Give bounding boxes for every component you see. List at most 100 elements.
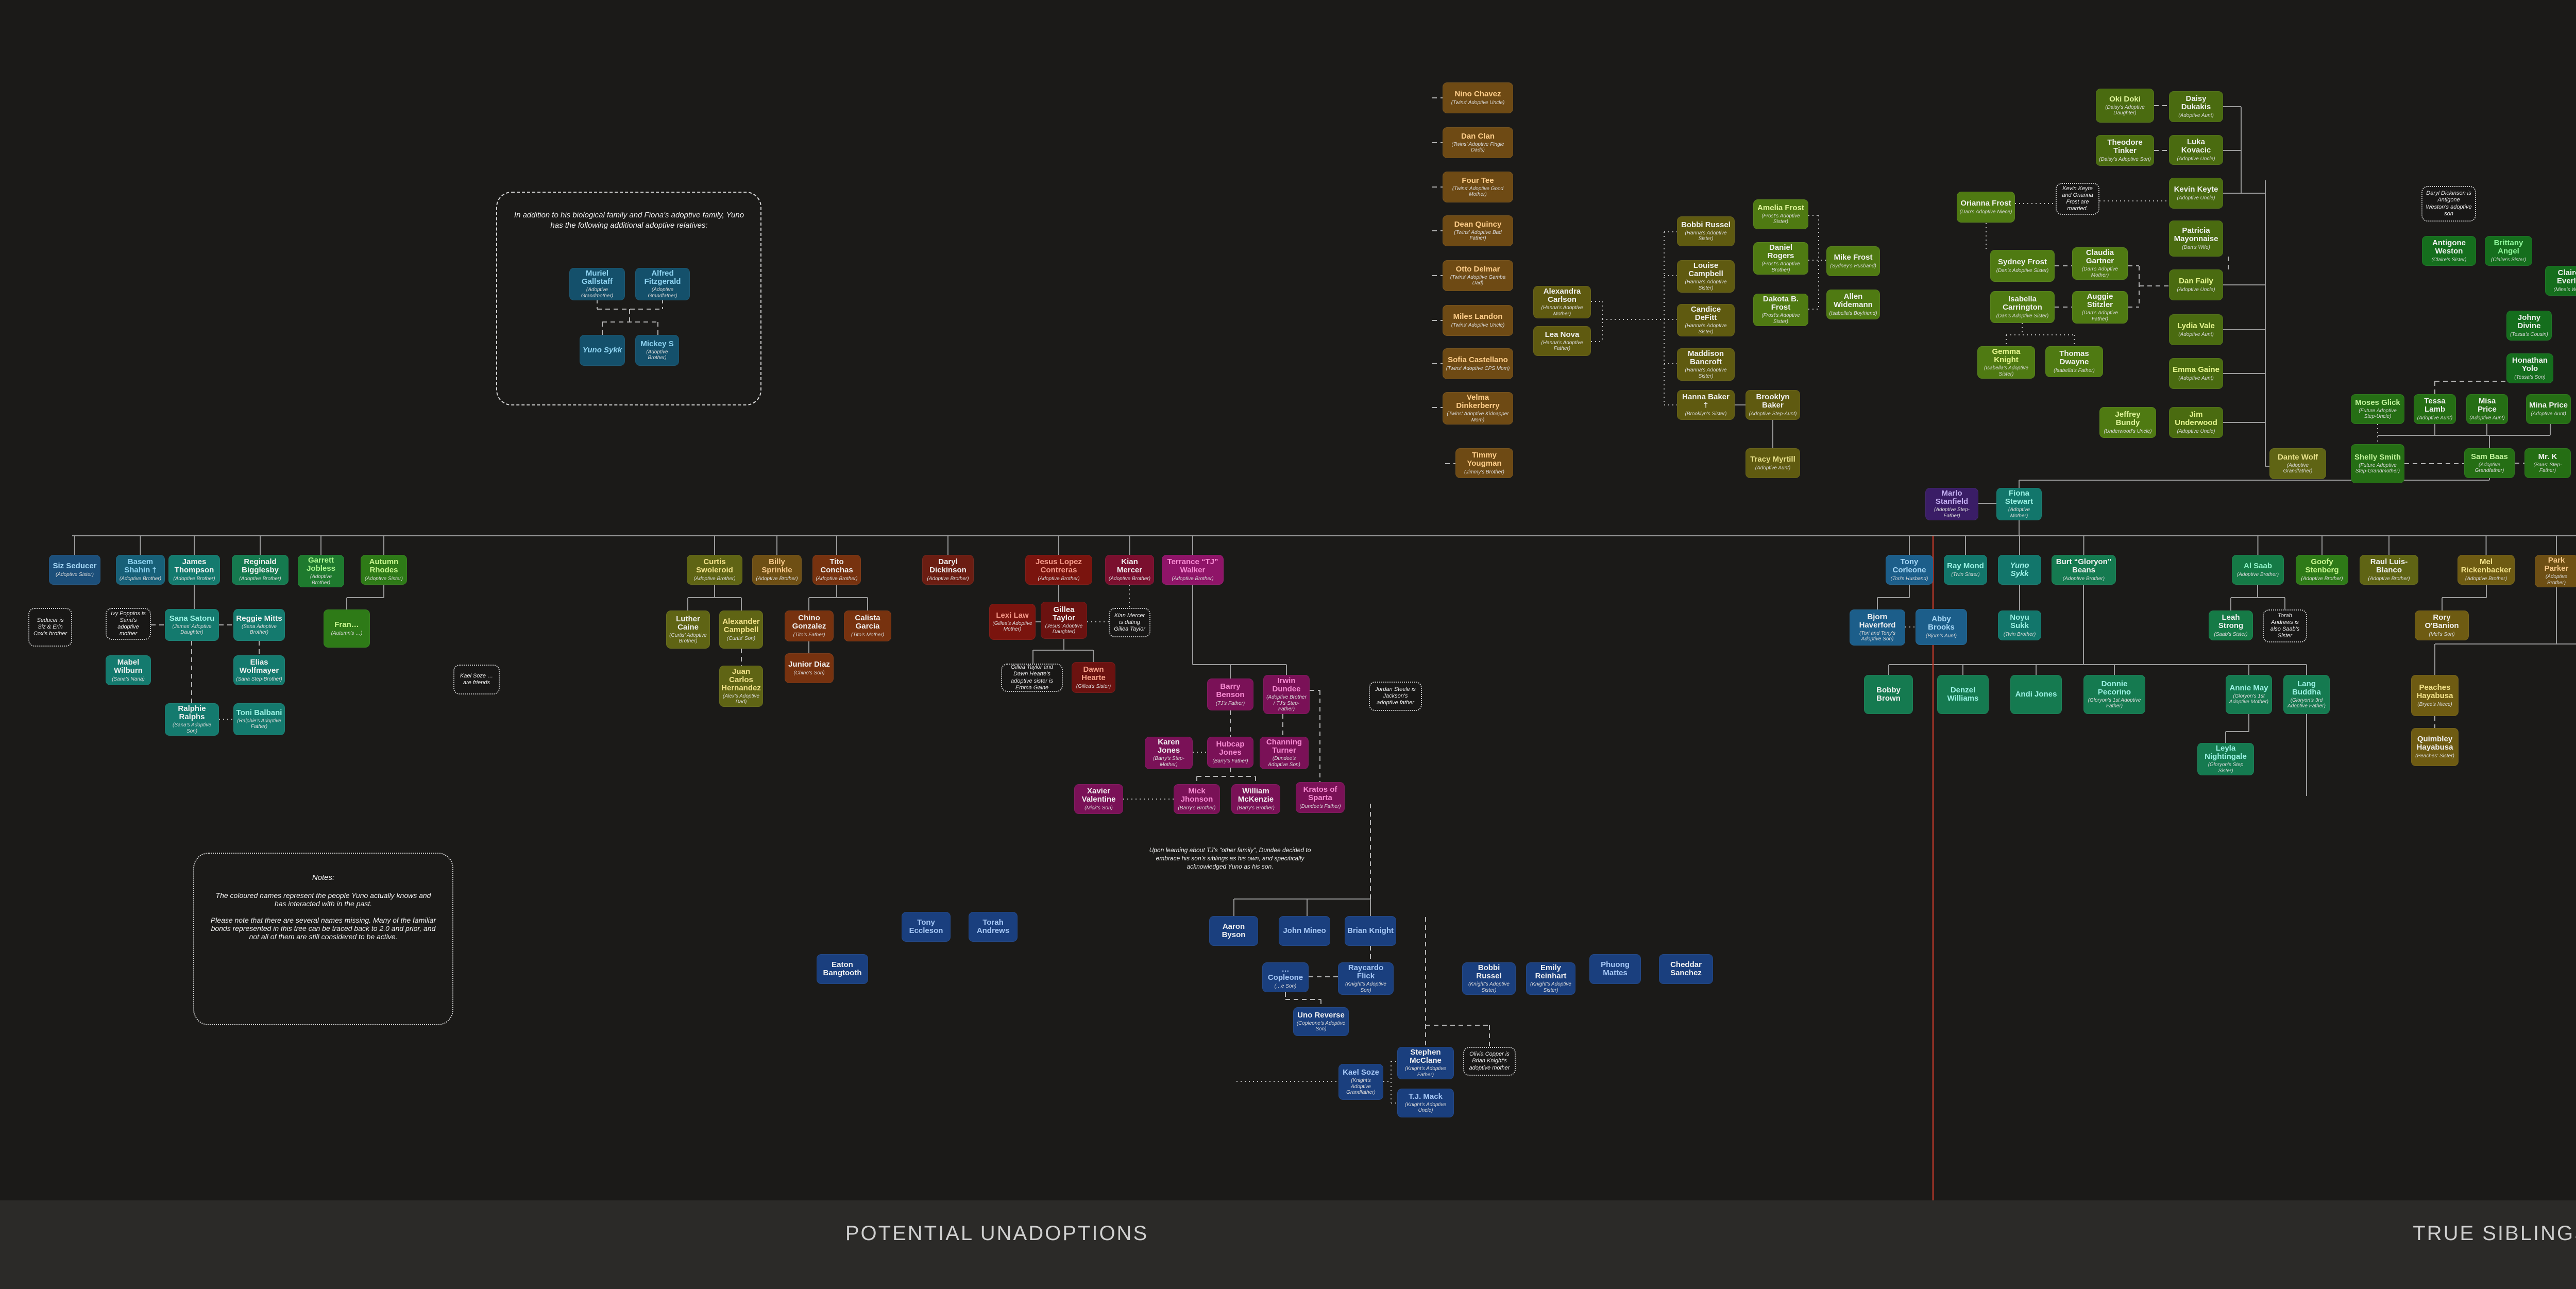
node-fran: Fran… (Autumn's …) [324,609,370,648]
node-dan-clan: Dan Clan (Twins' Adoptive Fingle Dads) [1443,127,1513,158]
node-sofia-castellano: Sofia Castellano (Twins' Adoptive CPS Mom… [1443,348,1513,379]
note-ivy-poppins-is-sana-s-adoptive-mother: Ivy Poppins is Sana's adoptive mother [106,608,151,640]
node-theodore-tinker: Theodore Tinker (Daisy's Adoptive Son) [2096,135,2154,166]
node-rory-o-banion: Rory O'Banion (Mel's Son) [2415,610,2469,640]
node-chino-gonzalez: Chino Gonzalez (Tito's Father) [785,610,834,641]
node-antigone-weston: Antigone Weston (Claire's Sister) [2422,236,2476,266]
node-dawn-hearte: Dawn Hearte (Gillea's Sister) [1072,662,1115,693]
node-goofy-stenberg: Goofy Stenberg (Adoptive Brother) [2296,555,2348,585]
node-leyla-nightingale: Leyla Nightingale (Gloryon's Step Sister) [2197,743,2254,775]
node-park-parker: Park Parker (Adoptive Brother) [2535,555,2576,587]
node-mina-price: Mina Price (Adoptive Aunt) [2526,394,2571,424]
node-johny-divine: Johny Divine (Tessa's Cousin) [2506,311,2552,341]
node-brian-knight: Brian Knight [1345,916,1396,946]
node-candice-defitt: Candice DeFitt (Hanna's Adoptive Sister) [1677,304,1735,336]
node-john-mineo: John Mineo [1279,916,1330,946]
node-oki-doki: Oki Doki (Daisy's Adoptive Daughter) [2096,89,2154,123]
node-dean-quincy: Dean Quincy (Twins' Adoptive Bad Father) [1443,215,1513,246]
node-amelia-frost: Amelia Frost (Frost's Adoptive Sister) [1753,199,1808,229]
node-brittany-angel: Brittany Angel (Claire's Sister) [2485,236,2532,266]
node-phuong-mattes: Phuong Mattes [1589,954,1641,984]
note-kian-mercer-is-dating-gillea-taylor: Kian Mercer is dating Gillea Taylor [1109,608,1150,637]
node-raycardo-flick: Raycardo Flick (Knight's Adoptive Son) [1338,962,1394,995]
note-olivia-copper-is-brian-knight-s-adoptive: Olivia Copper is Brian Knight's adoptive… [1463,1047,1516,1076]
section-label-potential-unadoptions: POTENTIAL UNADOPTIONS [845,1222,1149,1245]
node-juan-carlos-hernandez: Juan Carlos Hernandez (Alex's Adoptive Da… [719,666,763,707]
node-reginald-bigglesby: Reginald Bigglesby (Adoptive Brother) [232,555,289,585]
node-jeffrey-bundy: Jeffrey Bundy (Underwood's Uncle) [2099,407,2156,438]
node-brooklyn-baker: Brooklyn Baker (Adoptive Step-Aunt) [1745,390,1800,420]
node-aaron-byson: Aaron Byson [1209,916,1258,946]
node-kevin-keyte: Kevin Keyte (Adoptive Uncle) [2169,178,2223,209]
node-ray-mond: Ray Mond (Twin Sister) [1944,555,1987,585]
node-thomas-dwayne: Thomas Dwayne (Isabella's Father) [2045,346,2103,377]
node-peaches-hayabusa: Peaches Hayabusa (Bryce's Niece) [2411,675,2459,716]
node-hubcap-jones: Hubcap Jones (Barry's Father) [1207,737,1253,768]
node-stephen-mcclane: Stephen McClane (Knight's Adoptive Father… [1397,1047,1454,1079]
node-sam-baas: Sam Baas (Adoptive Grandfather) [2464,448,2515,478]
node-kratos-of-sparta: Kratos of Sparta (Dundee's Father) [1296,782,1345,813]
node-sana-satoru: Sana Satoru (James' Adoptive Daughter) [165,609,219,641]
node-tony-eccleson: Tony Eccleson [902,912,951,942]
node-bobby-brown: Bobby Brown [1864,675,1913,714]
node-burt-gloryon-beans: Burt “Gloryon” Beans (Adoptive Brother) [2052,555,2116,585]
node-william-mckenzie: William McKenzie (Barry's Brother) [1231,784,1280,814]
node-xavier-valentine: Xavier Valentine (Mick's Son) [1074,784,1123,814]
node-nino-chavez: Nino Chavez (Twins' Adoptive Uncle) [1443,82,1513,113]
node-lexi-law: Lexi Law (Gillea's Adoptive Mother) [989,604,1036,640]
node-isabella-carrington: Isabella Carrington (Dan's Adoptive Siste… [1990,291,2055,323]
node-elias-wolfmayer: Elias Wolfmayer (Sana Step-Brother) [233,655,285,685]
node-copleone: … Copleone (…e Son) [1262,962,1309,992]
node-mel-rickenbacker: Mel Rickenbacker (Adoptive Brother) [2458,555,2515,585]
node-al-saab: Al Saab (Adoptive Brother) [2232,555,2284,585]
node-noyu-sukk: Noyu Sukk (Twin Brother) [1998,610,2041,640]
node-moses-glick: Moses Glick (Future Adoptive Step-Uncle) [2351,394,2404,424]
node-claire-everly: Claire Everly(Mina's Wife) [2545,266,2576,296]
node-t-j-mack: T.J. Mack (Knight's Adoptive Uncle) [1397,1089,1454,1117]
node-maddison-bancroft: Maddison Bancroft (Hanna's Adoptive Siste… [1677,348,1735,381]
node-toni-balbani: Toni Balbani (Ralphie's Adoptive Father) [233,703,285,735]
node-eaton-bangtooth: Eaton Bangtooth [817,954,868,984]
node-basem-shahin: Basem Shahin † (Adoptive Brother) [116,555,165,585]
node-shelly-smith: Shelly Smith (Future Adoptive Step-Grandm… [2351,444,2404,483]
section-bar [0,1200,2576,1289]
node-andi-jones: Andi Jones [2010,675,2062,714]
node-siz-seducer: Siz Seducer (Adoptive Sister) [49,555,100,585]
node-kian-mercer: Kian Mercer (Adoptive Brother) [1105,555,1154,585]
node-junior-diaz: Junior Diaz (Chino's Son) [785,653,834,683]
node-dakota-b-frost: Dakota B. Frost (Frost's Adoptive Sister) [1753,294,1808,326]
node-luther-caine: Luther Caine (Curtis' Adoptive Brother) [666,610,710,649]
notes-title: Notes: [312,873,335,882]
node-velma-dinkerberry: Velma Dinkerberry (Twins' Adoptive Kidnap… [1443,392,1513,425]
node-jesus-lopez-contreras: Jesus Lopez Contreras (Adoptive Brother) [1025,555,1092,585]
node-mick-jhonson: Mick Jhonson (Barry's Brother) [1174,784,1220,814]
node-billy-sprinkle: Billy Sprinkle (Adoptive Brother) [752,555,802,585]
node-luka-kovacic: Luka Kovacic (Adoptive Uncle) [2169,135,2223,165]
node-mabel-wilburn: Mabel Wilburn (Sana's Nana) [106,655,151,685]
node-leah-strong: Leah Strong (Saab's Sister) [2209,610,2253,640]
node-garrett-jobless: Garrett Jobless (Adoptive Brother) [298,555,344,587]
node-tessa-lamb: Tessa Lamb (Adoptive Aunt) [2414,394,2456,424]
node-dan-faily: Dan Faily (Adoptive Uncle) [2169,269,2223,300]
node-lydia-vale: Lydia Vale (Adoptive Aunt) [2169,314,2223,345]
node-bjorn-haverford: Bjorn Haverford (Tori and Tony's Adoptive… [1850,609,1905,646]
node-marlo-stanfield: Marlo Stanfield (Adoptive Step-Father) [1925,488,1978,520]
node-channing-turner: Channing Turner (Dundee's Adoptive Son) [1260,737,1309,769]
node-patricia-mayonnaise: Patricia Mayonnaise (Dan's Wife) [2169,221,2223,257]
node-daisy-dukakis: Daisy Dukakis (Adoptive Aunt) [2169,91,2223,122]
node-gemma-knight: Gemma Knight (Isabella's Adoptive Sister) [1977,346,2035,379]
note-jordan-steele-is-jackson-s-adoptive-fath: Jordan Steele is Jackson's adoptive fath… [1369,682,1422,711]
node-muriel-gallstaff: Muriel Gallstaff (Adoptive Grandmother) [569,268,625,300]
node-karen-jones: Karen Jones (Barry's Step-Mother) [1145,737,1193,769]
node-otto-delmar: Otto Delmar (Twins' Adoptive Gamba Dad) [1443,260,1513,291]
node-denzel-williams: Denzel Williams [1937,675,1989,714]
node-uno-reverse: Uno Reverse (Copleone's Adoptive Son) [1293,1007,1349,1036]
node-lea-nova: Lea Nova (Hanna's Adoptive Father) [1533,326,1591,356]
yuno-extra-relatives-frame [496,192,761,405]
node-lang-buddha: Lang Buddha (Gloryon's 3rd Adoptive Fathe… [2283,675,2330,714]
node-raul-luis-blanco: Raul Luis-Blanco (Adoptive Brother) [2360,555,2418,585]
node-mickey-s: Mickey S (Adoptive Brother) [635,335,679,366]
node-mr-k: Mr. K (Baas' Step-Father) [2524,448,2571,478]
node-daryl-dickinson: Daryl Dickinson (Adoptive Brother) [922,555,974,585]
